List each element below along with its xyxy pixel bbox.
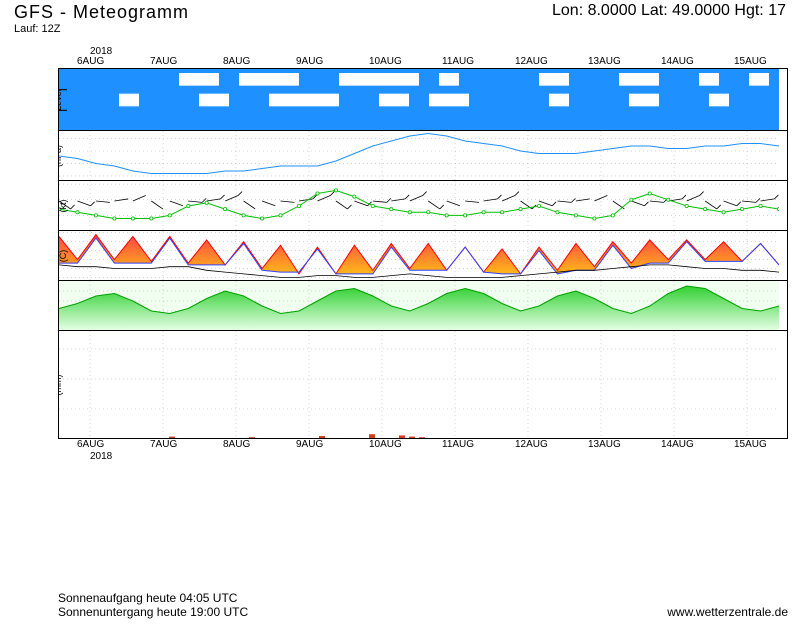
- panel-wind: Wind Geschwi.Windfahnen(kt)051015: [59, 180, 787, 230]
- xaxis-top: 2018 6AUG7AUG8AUG9AUG10AUG11AUG12AUG13AU…: [58, 48, 788, 68]
- chart-title: GFS - Meteogramm: [14, 2, 189, 23]
- xaxis-tick: 13AUG: [588, 439, 621, 450]
- xaxis-tick: 9AUG: [296, 439, 323, 450]
- panels: Wolken (%)LevelHochMittelTiefBodendruck(…: [58, 68, 788, 439]
- xaxis-tick: 12AUG: [515, 439, 548, 450]
- panel-rh: 2m RF (%)20406080: [59, 280, 787, 330]
- xaxis-tick: 9AUG: [296, 56, 323, 67]
- xaxis-tick: 14AUG: [661, 439, 694, 450]
- xaxis-tick: 15AUG: [734, 56, 767, 67]
- xaxis-tick: 13AUG: [588, 56, 621, 67]
- xaxis-tick: 15AUG: [734, 439, 767, 450]
- panel-clouds: Wolken (%)LevelHochMittelTief: [59, 68, 787, 130]
- xaxis-tick: 10AUG: [369, 439, 402, 450]
- model-run: Lauf: 12Z: [0, 23, 800, 35]
- xaxis-tick: 8AUG: [223, 439, 250, 450]
- sunset-text: Sonnenuntergang heute 19:00 UTC: [58, 605, 248, 619]
- xaxis-tick: 10AUG: [369, 56, 402, 67]
- xaxis-tick: 11AUG: [442, 56, 474, 67]
- xaxis-tick: 8AUG: [223, 56, 250, 67]
- xaxis-tick: 14AUG: [661, 56, 694, 67]
- xaxis-tick: 7AUG: [150, 56, 177, 67]
- xaxis-tick: 12AUG: [515, 56, 548, 67]
- chart-header: GFS - Meteogramm Lon: 8.0000 Lat: 49.000…: [0, 0, 800, 23]
- sunrise-text: Sonnenaufgang heute 04:05 UTC: [58, 591, 788, 605]
- chart-footer: Sonnenaufgang heute 04:05 UTC Sonnenunte…: [58, 591, 788, 619]
- chart-coords: Lon: 8.0000 Lat: 49.0000 Hgt: 17: [552, 2, 786, 23]
- xaxis-bottom: 2018 6AUG7AUG8AUG9AUG10AUG11AUG12AUG13AU…: [58, 439, 788, 463]
- xaxis-tick: 6AUG: [77, 56, 104, 67]
- xaxis-tick: 7AUG: [150, 439, 177, 450]
- chart-area: 2018 6AUG7AUG8AUG9AUG10AUG11AUG12AUG13AU…: [58, 48, 788, 463]
- xaxis-tick: 6AUG: [77, 439, 104, 450]
- panel-pressure: Bodendruck(hPa)1010101510201025: [59, 130, 787, 180]
- xaxis-tick: 11AUG: [442, 439, 474, 450]
- ylabel-clouds: Wolken (%)Level: [59, 68, 63, 130]
- panel-temp: T-Min, MaxTaupunkt(C)101520253035: [59, 230, 787, 280]
- panel-precip: Niederschlag(mm)051015: [59, 330, 787, 438]
- credit-text: www.wetterzentrale.de: [667, 605, 788, 619]
